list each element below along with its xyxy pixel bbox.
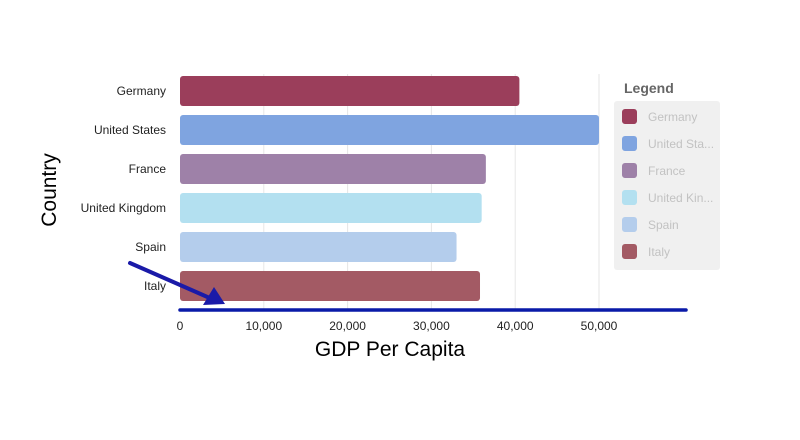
annotation-arrow-shaft [128,261,214,301]
annotation-arrow-head [203,287,225,305]
category-label: Germany [117,84,166,98]
legend-swatch [622,136,637,151]
legend-swatch [622,244,637,259]
bar-united-states [180,115,599,145]
legend-swatch [622,190,637,205]
legend-title: Legend [624,80,674,96]
gridlines [263,74,600,310]
legend-entry: Italy [648,245,670,259]
legend-entry: United Kin... [648,191,713,205]
x-tick-label: 0 [177,319,184,333]
bar-germany [180,76,520,106]
bar-italy [180,271,481,301]
category-label: Italy [144,279,166,293]
category-labels: Germany United States France United Kingdom… [81,84,167,293]
x-tick-label: 20,000 [329,319,366,333]
annotations [128,261,688,312]
legend-swatch [622,217,637,232]
bar-france [180,154,486,184]
legend-box [614,101,720,270]
category-label: United States [94,123,166,137]
x-tick-label: 30,000 [413,319,450,333]
category-label: Spain [135,240,166,254]
legend-swatch [622,163,637,178]
x-axis-title: GDP Per Capita [315,338,465,361]
legend-entry: France [648,164,686,178]
bar-united-kingdom [180,193,482,223]
y-axis-title: Country [38,153,61,227]
bars [180,76,599,301]
legend-entry: Spain [648,218,679,232]
legend-swatch [622,109,637,124]
category-label: United Kingdom [81,201,166,215]
category-label: France [129,162,167,176]
x-tick-label: 40,000 [497,319,534,333]
x-tick-label: 50,000 [581,319,618,333]
bar-spain [180,232,457,262]
x-tick-labels: 0 10,000 20,000 30,000 40,000 50,000 [177,319,618,333]
legend-entry: United Sta... [648,137,714,151]
legend-entry: Germany [648,110,697,124]
legend: Legend Germany United Sta... France United K… [614,80,720,270]
x-tick-label: 10,000 [245,319,282,333]
